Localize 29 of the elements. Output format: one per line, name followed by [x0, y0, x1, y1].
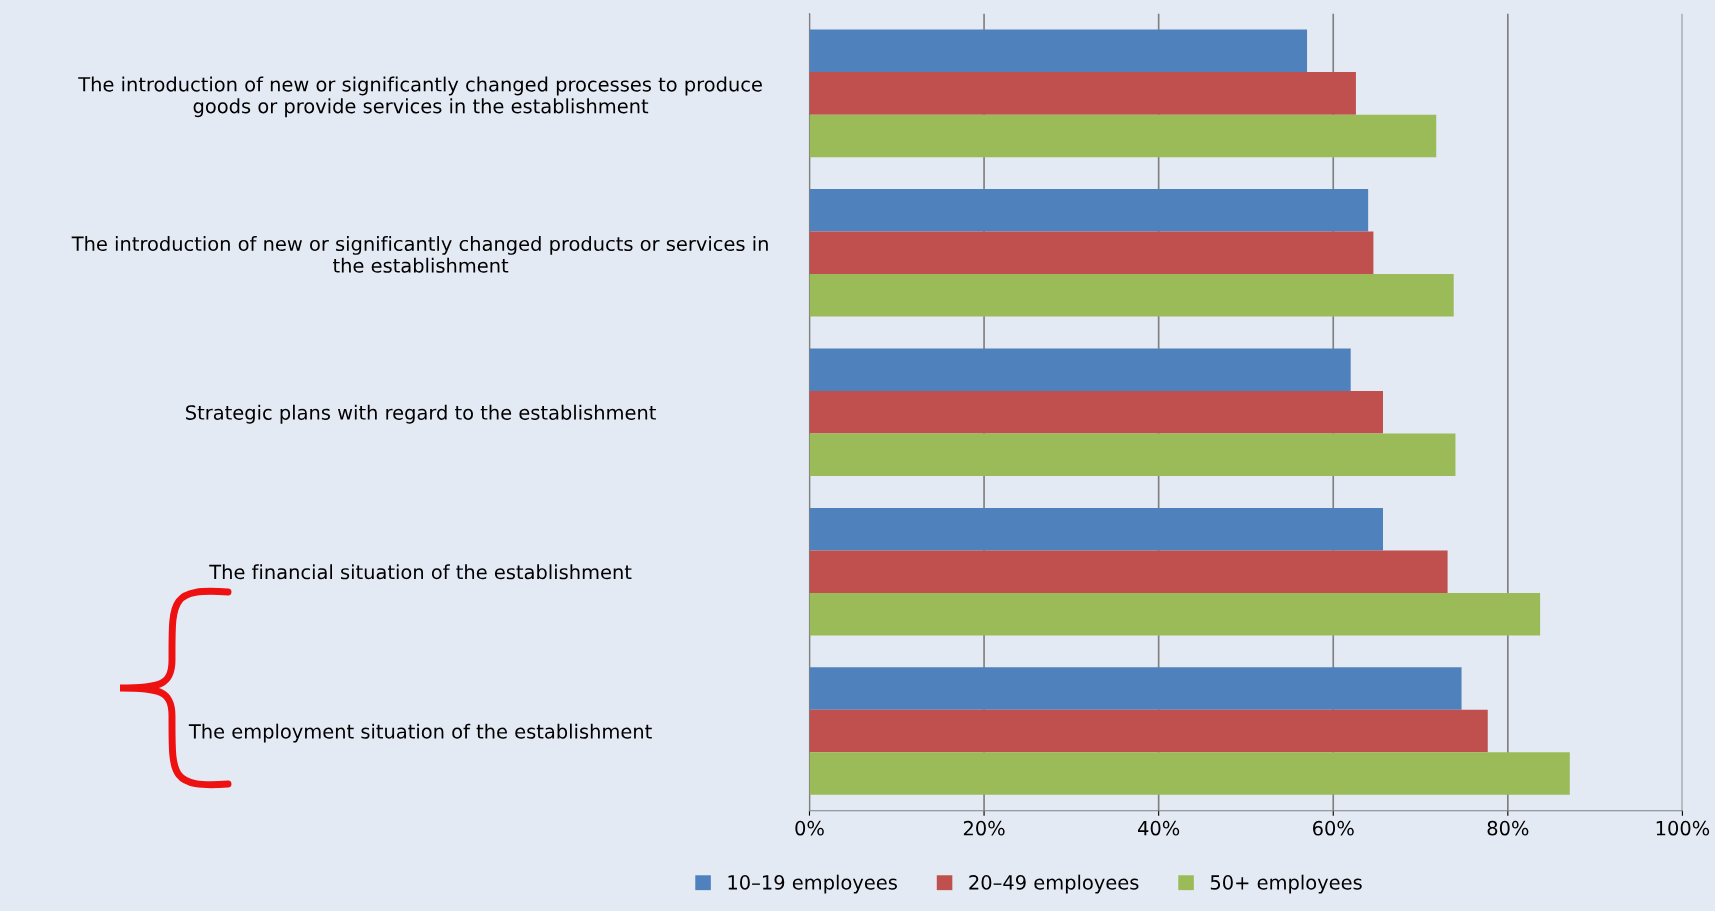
x-tick-label: 40% [1138, 820, 1180, 836]
x-tick-label: 60% [1312, 820, 1354, 836]
bar [809, 667, 1462, 710]
bar [809, 231, 1374, 275]
legend-label: 10–19 employees [728, 874, 897, 894]
y-tick-label: The employment situation of the establishment [188, 723, 652, 743]
bar [809, 189, 1369, 232]
bar [809, 390, 1383, 434]
x-tick-label: 0% [795, 820, 824, 836]
bar [809, 507, 1383, 551]
bar [809, 114, 1437, 158]
bar [809, 72, 1356, 115]
x-tick-label: 20% [963, 820, 1005, 836]
bar [809, 550, 1448, 593]
bar [809, 752, 1570, 795]
bar [809, 274, 1454, 317]
bar [809, 29, 1308, 73]
y-tick-label: The introduction of new or significantly changed products or services in the establishment [71, 236, 768, 273]
x-tick-label: 100% [1656, 820, 1710, 836]
y-tick-label: Strategic plans with regard to the establishment [186, 404, 656, 424]
bar [809, 592, 1541, 636]
y-tick-label: The financial situation of the establishment [209, 564, 632, 580]
bar [809, 709, 1488, 753]
legend-label: 50+ employees [1210, 874, 1362, 894]
bar [809, 433, 1456, 476]
legend-label: 20–49 employees [969, 874, 1139, 894]
bar [809, 348, 1351, 391]
x-tick-label: 80% [1487, 820, 1529, 836]
y-tick-label: The introduction of new or significantly changed processes to produce goods or provide services in the establishment [78, 76, 762, 118]
